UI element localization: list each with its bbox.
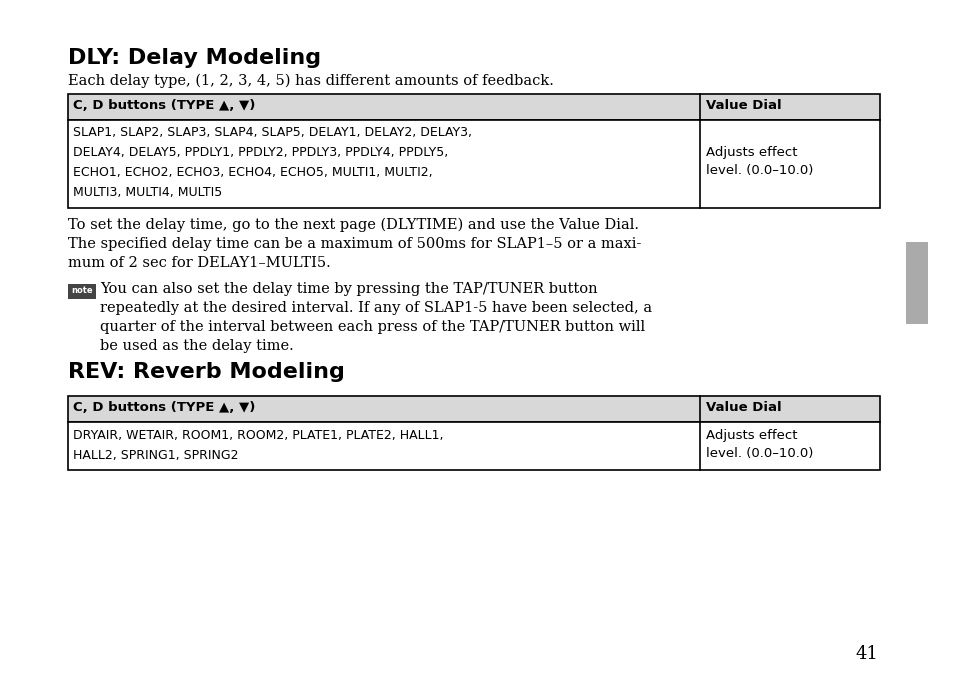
Text: Value Dial: Value Dial — [705, 401, 781, 414]
Text: C, D buttons (TYPE ▲, ▼): C, D buttons (TYPE ▲, ▼) — [73, 99, 255, 112]
Text: repeatedly at the desired interval. If any of SLAP1-5 have been selected, a: repeatedly at the desired interval. If a… — [100, 301, 652, 315]
Bar — [68, 120, 879, 208]
Text: The specified delay time can be a maximum of 500ms for SLAP1–5 or a maxi-: The specified delay time can be a maximu… — [68, 237, 640, 251]
Text: MULTI3, MULTI4, MULTI5: MULTI3, MULTI4, MULTI5 — [73, 186, 222, 199]
Text: C, D buttons (TYPE ▲, ▼): C, D buttons (TYPE ▲, ▼) — [73, 401, 255, 414]
Text: Adjusts effect: Adjusts effect — [705, 429, 797, 442]
Text: level. (0.0–10.0): level. (0.0–10.0) — [705, 447, 813, 460]
Text: ECHO1, ECHO2, ECHO3, ECHO4, ECHO5, MULTI1, MULTI2,: ECHO1, ECHO2, ECHO3, ECHO4, ECHO5, MULTI… — [73, 166, 432, 179]
Text: DELAY4, DELAY5, PPDLY1, PPDLY2, PPDLY3, PPDLY4, PPDLY5,: DELAY4, DELAY5, PPDLY1, PPDLY2, PPDLY3, … — [73, 146, 448, 159]
Text: REV: Reverb Modeling: REV: Reverb Modeling — [68, 362, 345, 382]
Bar — [68, 422, 879, 470]
Bar — [905, 242, 927, 324]
Text: Adjusts effect: Adjusts effect — [705, 146, 797, 159]
Text: DLY: Delay Modeling: DLY: Delay Modeling — [68, 48, 321, 68]
Text: quarter of the interval between each press of the TAP/TUNER button will: quarter of the interval between each pre… — [100, 320, 644, 334]
Text: Each delay type, (1, 2, 3, 4, 5) has different amounts of feedback.: Each delay type, (1, 2, 3, 4, 5) has dif… — [68, 74, 554, 88]
Text: HALL2, SPRING1, SPRING2: HALL2, SPRING1, SPRING2 — [73, 449, 238, 462]
Text: be used as the delay time.: be used as the delay time. — [100, 339, 294, 353]
Text: DRYAIR, WETAIR, ROOM1, ROOM2, PLATE1, PLATE2, HALL1,: DRYAIR, WETAIR, ROOM1, ROOM2, PLATE1, PL… — [73, 429, 443, 442]
Text: To set the delay time, go to the next page (DLYTIME) and use the Value Dial.: To set the delay time, go to the next pa… — [68, 218, 639, 232]
Bar — [68, 284, 96, 299]
Bar — [68, 94, 879, 120]
Text: mum of 2 sec for DELAY1–MULTI5.: mum of 2 sec for DELAY1–MULTI5. — [68, 256, 331, 270]
Text: You can also set the delay time by pressing the TAP/TUNER button: You can also set the delay time by press… — [100, 282, 597, 296]
Text: level. (0.0–10.0): level. (0.0–10.0) — [705, 164, 813, 177]
Text: SLAP1, SLAP2, SLAP3, SLAP4, SLAP5, DELAY1, DELAY2, DELAY3,: SLAP1, SLAP2, SLAP3, SLAP4, SLAP5, DELAY… — [73, 126, 472, 139]
Text: Value Dial: Value Dial — [705, 99, 781, 112]
Bar — [68, 396, 879, 422]
Text: 41: 41 — [854, 645, 877, 663]
Text: note: note — [71, 286, 92, 295]
